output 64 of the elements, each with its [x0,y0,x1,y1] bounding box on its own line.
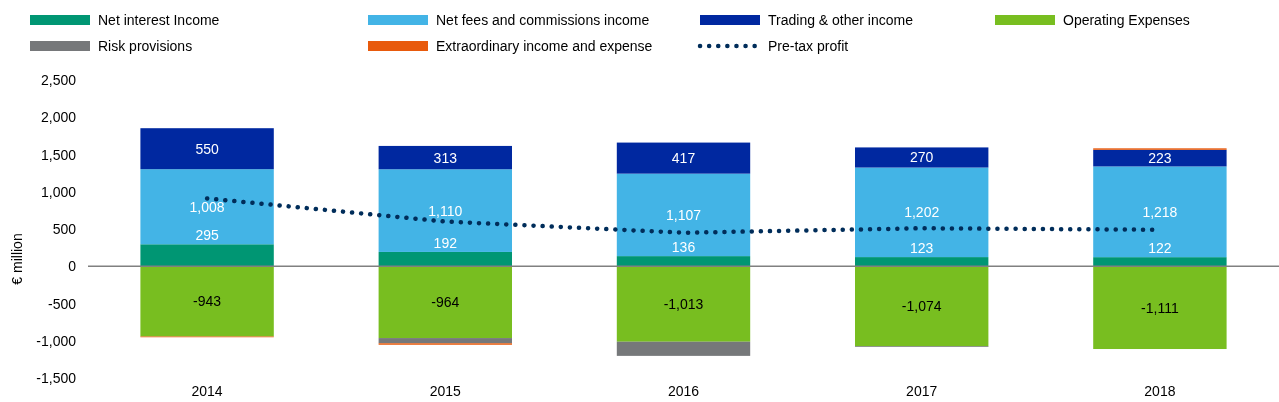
bar [616,266,751,342]
x-tick-label: 2014 [191,383,223,399]
bar [1093,149,1227,167]
data-label: -964 [431,294,460,311]
legend-label: Pre-tax profit [768,38,849,54]
data-label: 123 [910,240,934,257]
legend-label: Operating Expenses [1063,12,1190,28]
legend-label: Extraordinary income and expense [436,38,653,54]
bar [378,338,512,344]
data-label: 122 [1148,240,1172,257]
legend-label: Net fees and commissions income [436,12,650,28]
bar [855,257,989,267]
bar [616,256,751,267]
bar [140,244,274,267]
legend-label: Net interest Income [98,12,220,28]
bar [1093,266,1227,350]
bar [378,145,512,170]
data-label: -1,111 [1141,299,1179,316]
data-label: 1,008 [189,198,225,215]
bar [855,147,989,168]
data-label: 136 [671,239,696,256]
bar [616,341,751,356]
bar [616,173,751,257]
data-label: -1,013 [663,295,704,312]
bar [855,167,989,258]
y-axis-title: € million [9,233,25,285]
data-label: 1,107 [665,206,702,223]
y-tick-label: 1,500 [40,146,77,163]
data-label: 270 [910,149,934,166]
bar [378,169,512,252]
bar [855,266,989,347]
data-label: -1,074 [901,298,942,315]
y-tick-label: 1,000 [40,183,77,200]
data-label: 550 [195,140,219,157]
data-label: 313 [433,149,458,166]
bar [140,169,274,245]
y-tick-label: -1,500 [36,370,77,386]
legend-label: Risk provisions [98,38,193,54]
data-label: 417 [671,150,696,167]
data-label: 1,218 [1142,203,1178,220]
data-label: 223 [1148,150,1172,167]
y-tick-label: 2,500 [40,72,77,88]
y-tick-label: -500 [47,295,77,312]
x-tick-label: 2018 [1144,383,1176,399]
y-tick-label: 0 [68,258,77,275]
data-label: 295 [195,227,219,244]
bar [1093,166,1227,258]
y-tick-label: -1,000 [36,332,77,349]
y-tick-label: 500 [52,221,77,237]
bar [140,266,274,337]
data-label: 1,202 [904,204,940,221]
bar [1093,257,1227,267]
legend-label: Trading & other income [768,12,914,28]
y-tick-label: 2,000 [40,109,77,126]
x-tick-label: 2017 [906,383,938,399]
bar [378,266,512,339]
bar [378,251,512,267]
bar [140,128,274,170]
bar [616,142,751,174]
data-label: 192 [433,234,458,251]
data-label: -943 [193,293,222,310]
x-tick-label: 2015 [429,383,462,399]
data-label: 1,110 [428,202,463,219]
x-tick-label: 2016 [667,383,700,399]
